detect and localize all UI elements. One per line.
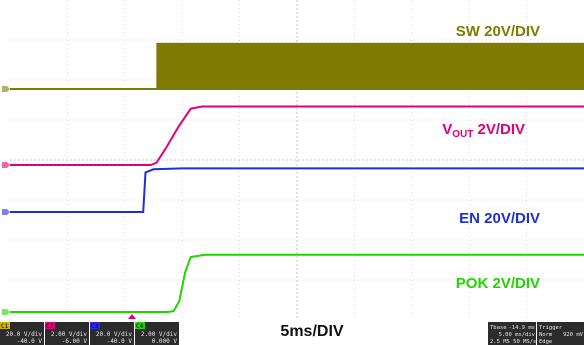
status-channel-id: C2 <box>46 323 54 330</box>
status-channel-badge <box>45 322 55 329</box>
status-channel-scale: 2.00 V/div <box>51 331 88 338</box>
label-main: V <box>442 121 452 138</box>
status-channel-badge <box>90 322 100 329</box>
trace-sw-switching-band <box>156 42 584 89</box>
channel-label-en: EN 20V/DIV <box>459 210 540 227</box>
status-channel-panel <box>90 322 134 345</box>
label-rest: 2V/DIV <box>473 121 525 138</box>
status-channel-offset: -40.0 V <box>17 338 43 345</box>
status-trigger-label: Trigger <box>539 325 563 331</box>
channel-label-pok: POK 2V/DIV <box>456 275 540 292</box>
status-channel-offset: 0.000 V <box>152 338 178 345</box>
trace-en <box>10 167 584 213</box>
trigger-position-marker <box>128 314 136 319</box>
status-time-div: 5.00 ms/div <box>499 332 536 338</box>
channel-label-sw: SW 20V/DIV <box>456 23 540 40</box>
status-channel-id: C1 <box>1 323 9 330</box>
ground-marker-vout <box>2 162 10 168</box>
status-channel-panel <box>45 322 89 345</box>
label-subscript: OUT <box>452 129 473 140</box>
status-channel-offset: -6.00 V <box>62 338 88 345</box>
status-channel-scale: 2.00 V/div <box>141 331 178 338</box>
ground-marker-pok <box>2 309 10 315</box>
status-channel-badge <box>135 322 145 329</box>
status-trigger-panel <box>537 322 584 345</box>
status-timebase-panel <box>488 322 536 345</box>
status-channel-id: C3 <box>91 323 99 330</box>
status-sample-info: 2.5 MS 50 MS/s <box>490 339 536 345</box>
status-trigger-type: Edge <box>539 339 552 345</box>
status-trigger-value: 920 mV <box>563 332 584 338</box>
channel-label-vout: VOUT 2V/DIV <box>442 121 525 140</box>
status-channel-panel <box>0 322 44 345</box>
waveform-traces <box>2 42 584 319</box>
status-channel-scale: 20.0 V/div <box>6 331 43 338</box>
status-tbase-label: Tbase <box>490 325 507 331</box>
status-channel-offset: -40.0 V <box>107 338 133 345</box>
ground-marker-sw <box>2 86 10 92</box>
status-channel-id: C4 <box>136 323 144 330</box>
channel-labels: SW 20V/DIV VOUT 2V/DIV EN 20V/DIV POK 2V/DI… <box>442 23 540 292</box>
status-trigger-mode: Norm <box>539 332 553 338</box>
trace-pok <box>10 253 584 313</box>
status-tbase-value: -14.9 ms <box>509 325 536 331</box>
status-channel-scale: 20.0 V/div <box>96 331 133 338</box>
trace-vout <box>10 105 584 166</box>
status-channel-panel <box>135 322 179 345</box>
status-channel-badge <box>0 322 10 329</box>
ground-marker-en <box>2 209 10 215</box>
timebase-label: 5ms/DIV <box>280 323 343 340</box>
